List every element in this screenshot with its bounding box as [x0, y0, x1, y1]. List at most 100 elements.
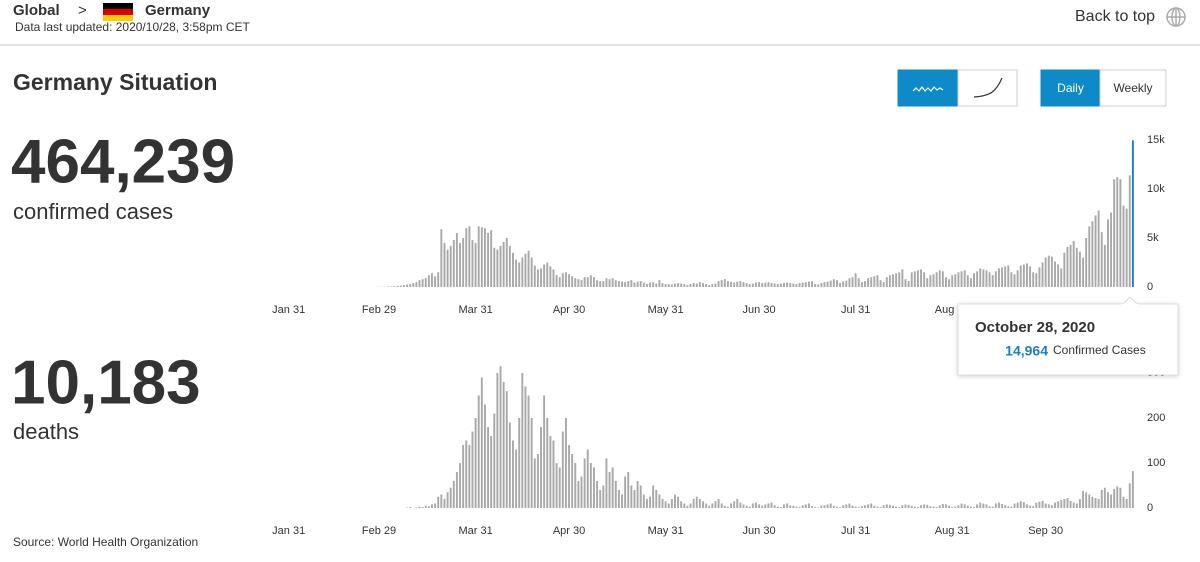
bar: [1022, 264, 1025, 287]
bar: [561, 431, 564, 508]
globe-icon[interactable]: [1166, 7, 1186, 27]
stat-label: deaths: [13, 419, 79, 444]
bar: [948, 279, 951, 287]
bar: [845, 504, 848, 508]
bar: [717, 499, 720, 508]
bar: [857, 278, 860, 287]
bar: [459, 242, 461, 287]
bar: [527, 395, 530, 508]
bar: [549, 266, 552, 287]
bar: [779, 507, 782, 508]
bar: [910, 272, 913, 287]
bar: [455, 233, 458, 287]
bar: [1078, 499, 1081, 508]
bar: [885, 277, 888, 287]
bar: [496, 373, 499, 508]
bar: [957, 272, 960, 287]
bar: [680, 283, 683, 287]
bar: [739, 281, 742, 287]
bar: [614, 481, 617, 508]
bar: [839, 507, 842, 508]
bar: [512, 252, 514, 287]
bar: [711, 503, 714, 508]
bar: [518, 418, 521, 508]
bar: [440, 229, 443, 287]
bar: [1122, 205, 1125, 287]
bar: [546, 262, 549, 287]
bar: [1119, 179, 1122, 287]
scale-toggle: [897, 69, 1018, 107]
bar: [1103, 244, 1106, 287]
bar: [1032, 506, 1035, 508]
bar: [923, 272, 926, 287]
bar: [764, 282, 767, 287]
bar: [870, 503, 873, 508]
bar: [736, 281, 739, 287]
bar: [1026, 504, 1028, 508]
bar: [1057, 501, 1060, 508]
bar: [941, 271, 944, 287]
bar: [804, 504, 807, 508]
bar: [599, 281, 602, 287]
bar: [518, 262, 521, 287]
bar: [593, 277, 595, 287]
bar: [720, 280, 723, 287]
bar: [586, 449, 589, 508]
bar: [773, 505, 776, 508]
bar: [664, 284, 667, 287]
bar: [807, 281, 810, 287]
bar: [826, 504, 829, 508]
bar: [1106, 492, 1109, 508]
bar: [1063, 252, 1066, 287]
bar: [991, 275, 994, 287]
bar: [954, 506, 957, 508]
bar: [745, 283, 748, 287]
bar: [826, 281, 829, 287]
stat-value: 10,183: [11, 348, 201, 417]
bar: [434, 503, 437, 508]
bar: [851, 505, 854, 508]
bar: [695, 283, 698, 287]
bar: [829, 503, 832, 508]
bar: [692, 283, 695, 287]
bar: [1128, 483, 1131, 508]
bar: [951, 507, 954, 508]
bar: [811, 281, 813, 287]
bar: [916, 270, 919, 287]
bar: [658, 494, 661, 508]
bar: [652, 282, 655, 287]
bar: [431, 504, 433, 508]
bar: [1082, 490, 1085, 508]
back-to-top[interactable]: Back to top: [1075, 8, 1155, 25]
bar: [754, 502, 757, 508]
bar: [434, 276, 437, 287]
bar: [1013, 274, 1016, 287]
log-button[interactable]: [957, 69, 1018, 107]
bar: [533, 458, 536, 508]
bar: [390, 286, 393, 287]
bar: [888, 275, 891, 287]
bar: [1001, 503, 1004, 508]
breadcrumb-root[interactable]: Global: [13, 2, 60, 19]
bar: [1010, 272, 1013, 287]
bar: [811, 506, 813, 508]
daily-button[interactable]: [1040, 69, 1101, 107]
bar: [748, 506, 751, 508]
bar: [493, 413, 496, 508]
bar: [543, 395, 546, 508]
bar: [1060, 268, 1063, 287]
bar: [1072, 502, 1075, 508]
bar: [1060, 499, 1063, 508]
bar: [468, 445, 471, 508]
bar: [758, 282, 761, 287]
bar: [1091, 496, 1094, 508]
bar: [1013, 503, 1016, 508]
bar: [714, 501, 717, 508]
bar: [564, 272, 567, 287]
bar: [733, 501, 736, 508]
log-icon: [973, 77, 1003, 98]
bar: [848, 503, 851, 508]
weekly-button[interactable]: [1099, 69, 1167, 107]
bar: [642, 494, 645, 508]
